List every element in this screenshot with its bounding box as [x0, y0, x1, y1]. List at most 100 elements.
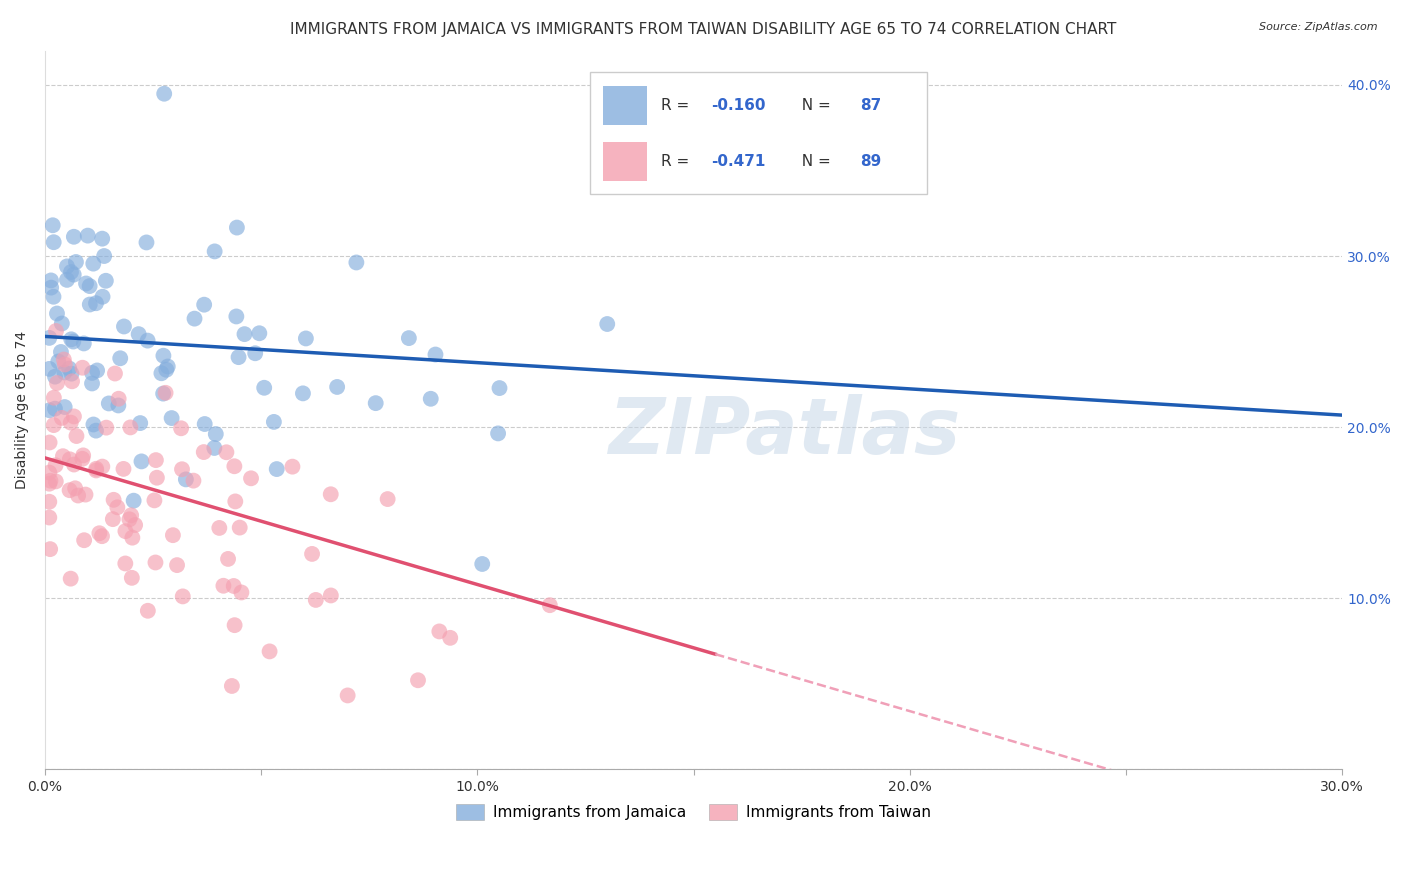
- Point: [217, 552, 239, 566]
- Text: ZIPatlas: ZIPatlas: [609, 393, 960, 469]
- Point: [112, 319, 135, 334]
- Point: [84, 461, 107, 475]
- Point: [60, 374, 83, 388]
- Point: [129, 416, 152, 430]
- Point: [59, 572, 82, 586]
- Point: [42, 219, 65, 233]
- Point: [152, 349, 174, 363]
- Point: [53, 366, 76, 380]
- Point: [263, 415, 285, 429]
- Point: [319, 487, 342, 501]
- Point: [56, 260, 79, 274]
- Point: [183, 474, 205, 488]
- Point: [105, 500, 128, 515]
- Point: [67, 489, 90, 503]
- Point: [82, 417, 104, 432]
- Point: [46, 354, 69, 368]
- Point: [143, 493, 166, 508]
- Point: [305, 593, 328, 607]
- Point: [75, 277, 97, 291]
- Point: [60, 332, 83, 346]
- Legend: Immigrants from Jamaica, Immigrants from Taiwan: Immigrants from Jamaica, Immigrants from…: [450, 798, 936, 826]
- Point: [225, 220, 247, 235]
- Point: [60, 367, 83, 381]
- Point: [121, 571, 143, 585]
- Point: [150, 366, 173, 380]
- Point: [212, 579, 235, 593]
- Point: [124, 518, 146, 533]
- Point: [135, 235, 157, 250]
- Point: [72, 449, 94, 463]
- Point: [96, 420, 118, 434]
- Point: [84, 424, 107, 438]
- Point: [208, 521, 231, 535]
- Point: [155, 385, 177, 400]
- Point: [38, 362, 60, 376]
- Point: [91, 459, 114, 474]
- Point: [75, 487, 97, 501]
- Point: [107, 399, 129, 413]
- Point: [259, 644, 281, 658]
- Point: [146, 471, 169, 485]
- Point: [39, 273, 62, 287]
- Point: [131, 454, 153, 468]
- Point: [281, 459, 304, 474]
- Point: [439, 631, 461, 645]
- Point: [89, 526, 111, 541]
- Point: [136, 604, 159, 618]
- Point: [38, 466, 60, 480]
- Point: [145, 453, 167, 467]
- Point: [52, 352, 75, 367]
- Point: [247, 326, 270, 341]
- Point: [221, 679, 243, 693]
- Point: [63, 458, 86, 472]
- Point: [107, 392, 129, 406]
- Point: [419, 392, 441, 406]
- Point: [39, 474, 62, 488]
- Point: [118, 512, 141, 526]
- Point: [231, 585, 253, 599]
- Point: [225, 310, 247, 324]
- Point: [76, 228, 98, 243]
- Point: [301, 547, 323, 561]
- Point: [80, 376, 103, 391]
- Point: [72, 451, 94, 466]
- Text: IMMIGRANTS FROM JAMAICA VS IMMIGRANTS FROM TAIWAN DISABILITY AGE 65 TO 74 CORREL: IMMIGRANTS FROM JAMAICA VS IMMIGRANTS FR…: [290, 22, 1116, 37]
- Point: [38, 476, 60, 491]
- Point: [38, 435, 60, 450]
- Point: [52, 449, 75, 463]
- Point: [228, 520, 250, 534]
- Point: [224, 618, 246, 632]
- Point: [183, 311, 205, 326]
- Point: [60, 265, 83, 279]
- Point: [62, 268, 84, 282]
- Point: [38, 403, 60, 417]
- Point: [73, 336, 96, 351]
- Point: [45, 458, 67, 473]
- Point: [538, 598, 561, 612]
- Point: [215, 445, 238, 459]
- Point: [344, 255, 367, 269]
- Point: [53, 400, 76, 414]
- Point: [65, 255, 87, 269]
- Point: [488, 381, 510, 395]
- Point: [193, 298, 215, 312]
- Point: [59, 483, 82, 498]
- Point: [224, 459, 246, 474]
- Point: [425, 347, 447, 361]
- Point: [42, 391, 65, 405]
- Point: [170, 421, 193, 435]
- Point: [471, 557, 494, 571]
- Point: [291, 386, 314, 401]
- Point: [97, 396, 120, 410]
- Point: [204, 244, 226, 259]
- Point: [49, 345, 72, 359]
- Point: [58, 361, 80, 376]
- Point: [194, 417, 217, 431]
- Point: [266, 462, 288, 476]
- Point: [202, 441, 225, 455]
- Point: [336, 689, 359, 703]
- Point: [120, 508, 142, 523]
- Point: [377, 491, 399, 506]
- Point: [45, 324, 67, 338]
